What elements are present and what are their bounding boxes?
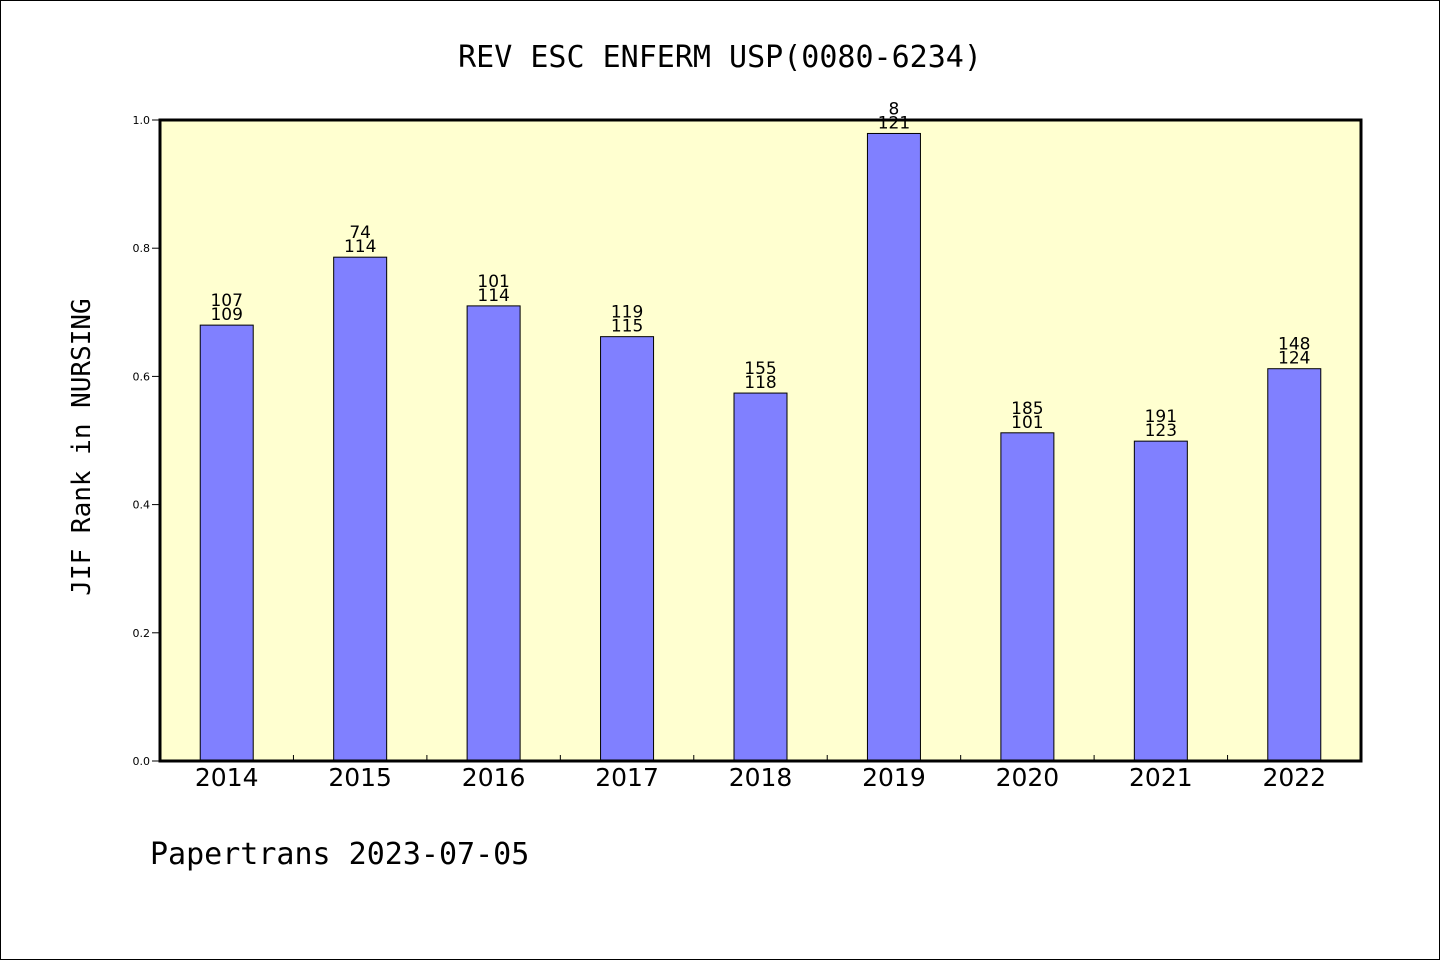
rank-label: 119 — [611, 303, 643, 323]
x-tick-label: 2016 — [462, 763, 526, 792]
rank-label: 8 — [889, 99, 900, 119]
x-tick-label: 2015 — [328, 763, 392, 792]
total-label: 114 — [477, 286, 509, 306]
x-tick-label: 2021 — [1129, 763, 1193, 792]
y-tick-label: 0.0 — [133, 755, 151, 768]
bar-2022 — [1267, 368, 1322, 762]
y-tick-label: 1.0 — [133, 114, 151, 127]
total-label: 118 — [744, 373, 776, 393]
y-axis-label: JIF Rank in NURSING — [67, 298, 97, 595]
rank-label: 155 — [744, 359, 776, 379]
bar-2014 — [199, 324, 254, 762]
bar-2017 — [600, 336, 655, 762]
bars — [199, 132, 1322, 762]
rank-label: 101 — [477, 272, 509, 292]
y-tick-label: 0.6 — [133, 370, 151, 383]
bar-2015 — [333, 256, 388, 762]
chart-title: REV ESC ENFERM USP(0080-6234) — [458, 40, 982, 75]
rank-label: 74 — [349, 223, 371, 243]
rank-label: 191 — [1145, 407, 1177, 427]
x-tick-label: 2018 — [729, 763, 793, 792]
y-axis-ticks: 0.0 0.2 0.4 0.6 0.8 1.0 — [133, 114, 160, 768]
footer-credit: Papertrans 2023-07-05 — [150, 837, 529, 872]
rank-label: 185 — [1011, 399, 1043, 419]
total-label: 123 — [1145, 421, 1177, 441]
total-label: 109 — [210, 305, 242, 325]
total-label: 114 — [344, 237, 376, 257]
bar-2016 — [466, 305, 521, 762]
bar-2019 — [866, 132, 921, 762]
x-tick-label: 2020 — [996, 763, 1060, 792]
total-label: 115 — [611, 317, 643, 337]
x-tick-label: 2014 — [195, 763, 259, 792]
y-tick-label: 0.8 — [133, 242, 151, 255]
bar-2018 — [733, 392, 788, 762]
rank-label: 107 — [210, 291, 242, 311]
bar-2021 — [1133, 440, 1188, 762]
y-tick-label: 0.4 — [133, 499, 151, 512]
rank-label: 148 — [1278, 335, 1310, 355]
total-label: 121 — [878, 113, 910, 133]
x-tick-label: 2017 — [595, 763, 659, 792]
x-tick-label: 2022 — [1262, 763, 1326, 792]
x-axis-ticks: 2014 2015 2016 2017 2018 2019 2020 2021 2022 — [195, 755, 1326, 792]
bar-2020 — [1000, 432, 1055, 762]
x-tick-label: 2019 — [862, 763, 926, 792]
y-tick-label: 0.2 — [133, 627, 151, 640]
total-label: 124 — [1278, 349, 1310, 369]
plot-border — [158, 118, 1363, 763]
total-label: 101 — [1011, 413, 1043, 433]
